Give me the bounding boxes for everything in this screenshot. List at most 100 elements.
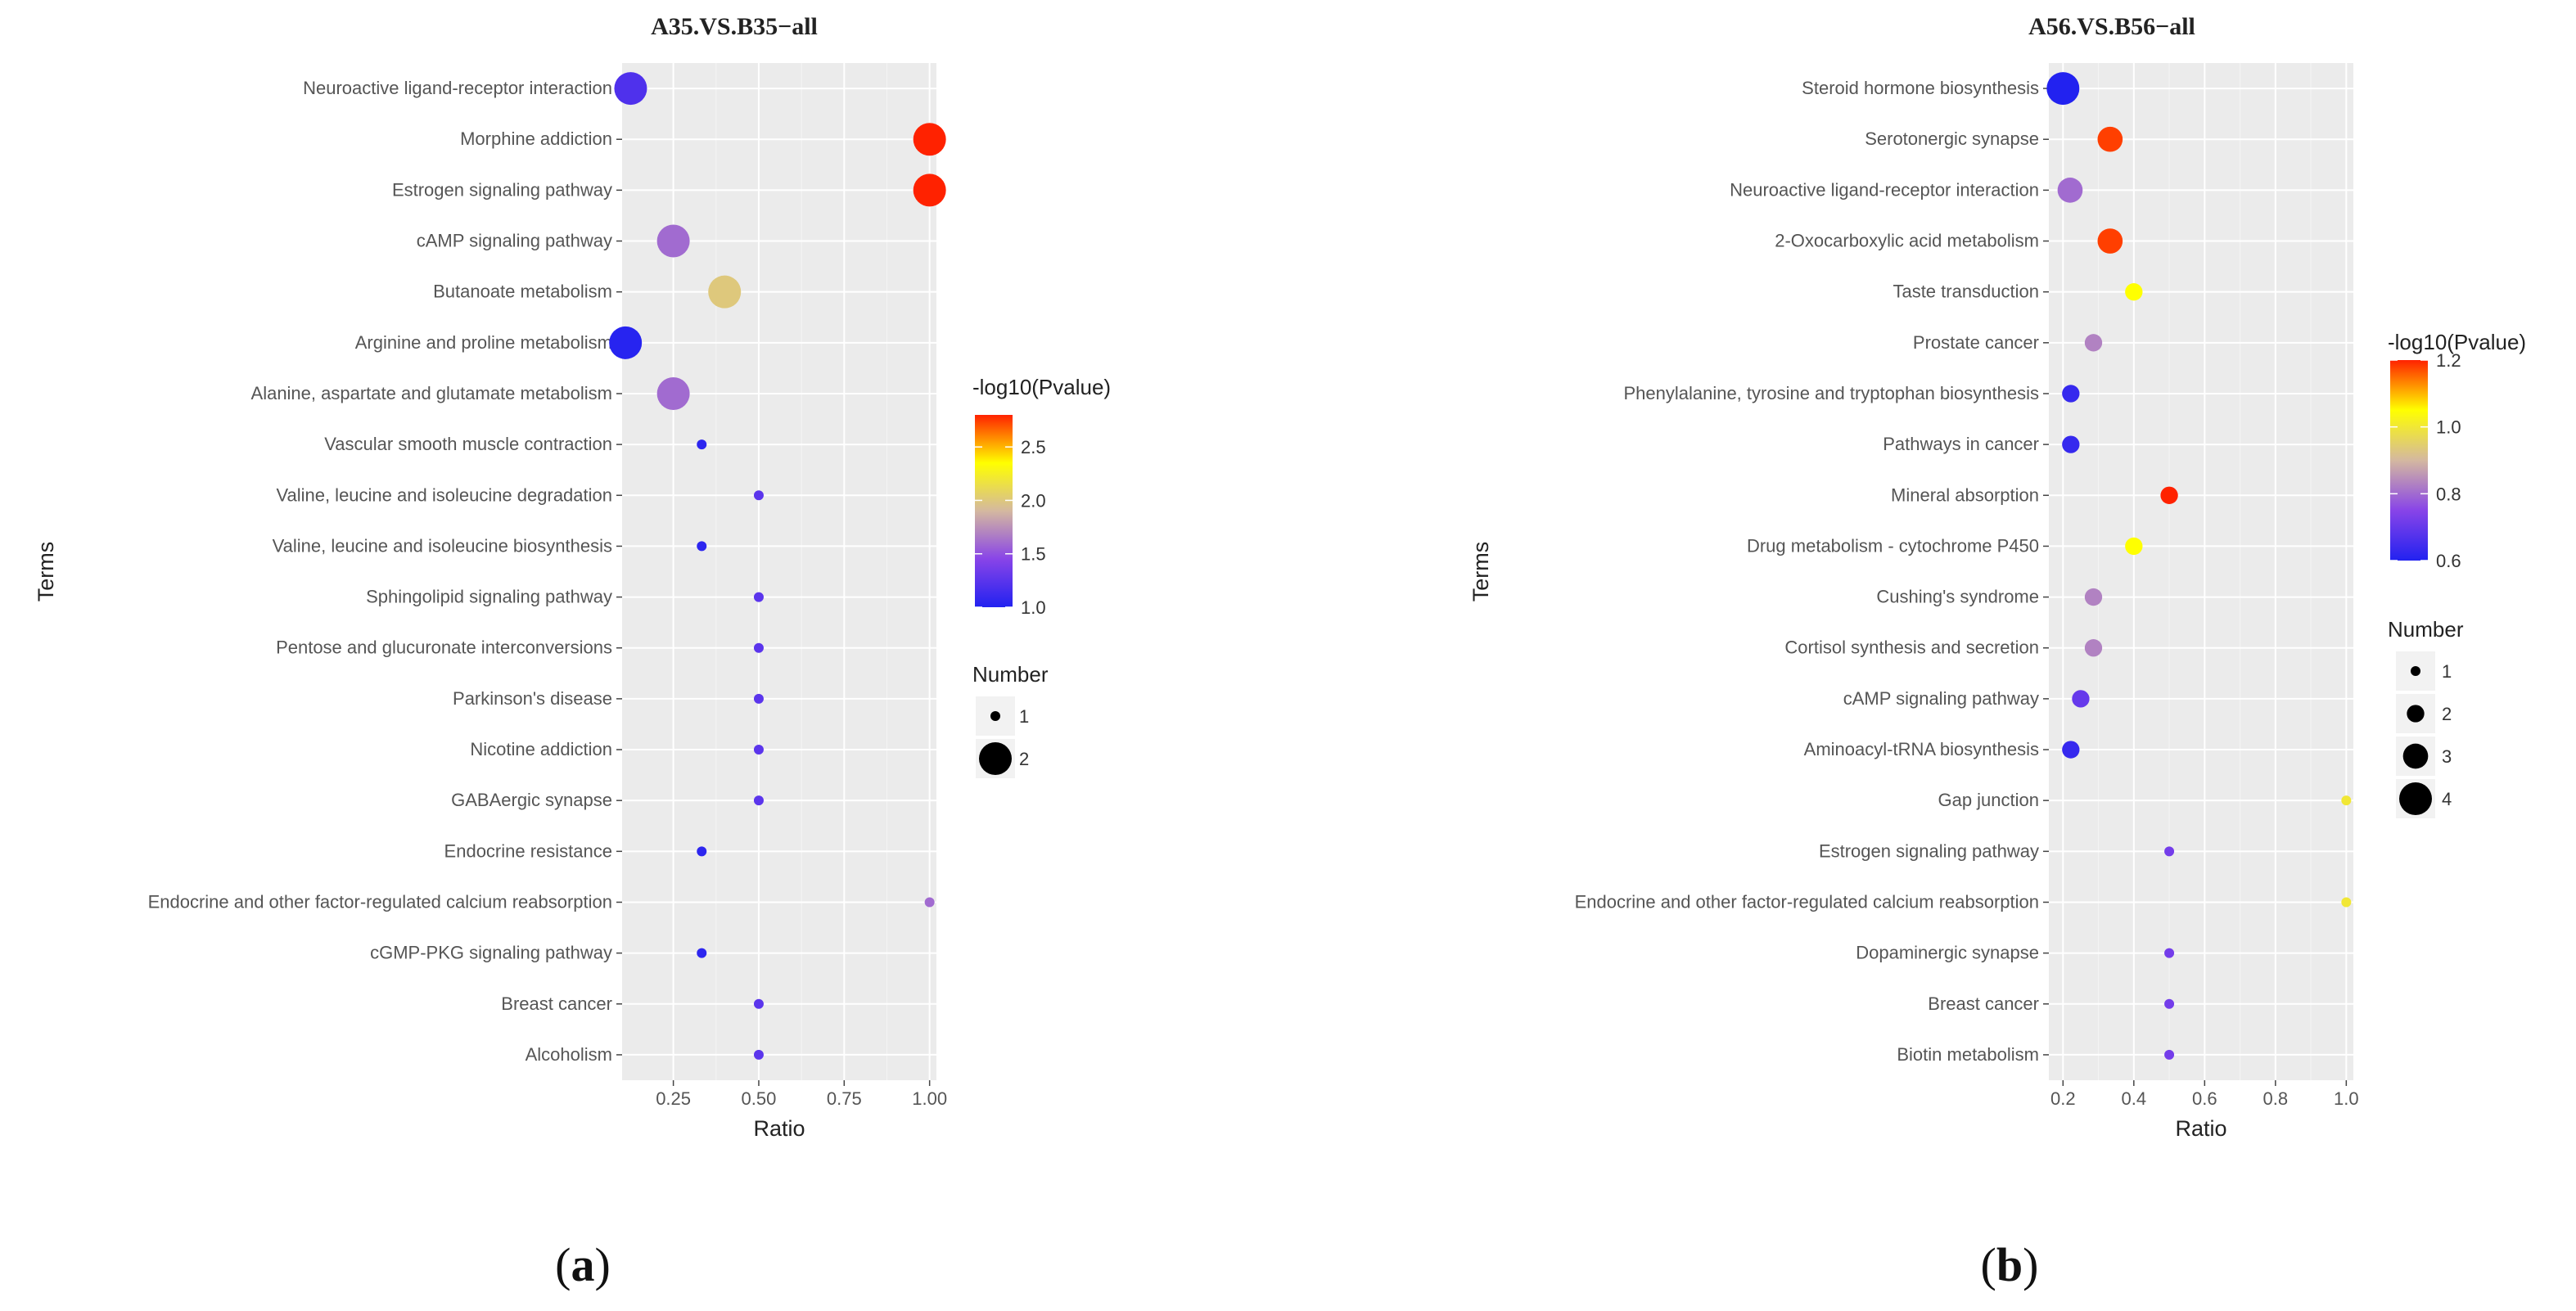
panel-b: A56.VS.B56−all 0.2 0.4 0.6 0.8 1.0 Steroid hor… <box>1468 13 2526 1291</box>
colorbar-tick-label: 2.5 <box>1021 437 1046 457</box>
data-point <box>2084 588 2103 606</box>
term-label: cAMP signaling pathway <box>417 231 612 251</box>
panel-label-open: ( <box>555 1238 571 1291</box>
x-tick-label: 0.25 <box>656 1088 691 1109</box>
data-point <box>697 439 707 450</box>
data-point <box>2164 1049 2175 1060</box>
panel-label: (b) <box>1981 1238 2039 1291</box>
term-label: Breast cancer <box>501 993 612 1014</box>
term-label: Estrogen signaling pathway <box>1819 840 2039 861</box>
size-legend-symbol <box>2399 782 2432 815</box>
size-legend-label: 4 <box>2442 789 2452 809</box>
term-label: Prostate cancer <box>1913 332 2039 353</box>
size-legend-title: Number <box>2388 617 2464 642</box>
data-point <box>753 693 764 704</box>
data-point <box>2341 897 2352 908</box>
data-point <box>2164 846 2175 857</box>
data-point <box>697 846 707 857</box>
term-label: Arginine and proline metabolism <box>355 332 612 353</box>
size-legend-symbol <box>2402 743 2429 769</box>
term-label: Sphingolipid signaling pathway <box>366 587 612 607</box>
data-point <box>2164 998 2175 1009</box>
data-point <box>708 275 742 309</box>
term-label: Morphine addiction <box>460 128 612 149</box>
x-tick-label: 0.4 <box>2122 1088 2147 1109</box>
data-point <box>753 490 764 501</box>
term-label: Drug metabolism - cytochrome P450 <box>1747 535 2039 556</box>
data-point <box>753 1049 764 1060</box>
x-tick-label: 0.75 <box>827 1088 862 1109</box>
x-tick-label: 1.00 <box>912 1088 947 1109</box>
data-point <box>753 998 764 1009</box>
colorbar-tick-label: 1.5 <box>1021 544 1046 565</box>
data-point <box>913 173 946 207</box>
data-point <box>697 948 707 958</box>
data-point <box>2160 486 2178 504</box>
data-point <box>656 376 690 410</box>
term-label: 2-Oxocarboxylic acid metabolism <box>1775 231 2039 251</box>
panel-label-close: ) <box>595 1238 611 1291</box>
chart-title: A56.VS.B56−all <box>2028 13 2195 40</box>
term-label: Pathways in cancer <box>1883 434 2039 454</box>
x-tick-label: 0.6 <box>2192 1088 2217 1109</box>
data-point <box>753 745 764 755</box>
size-legend-title: Number <box>972 662 1049 687</box>
size-legend-label: 1 <box>2442 661 2452 682</box>
term-label: Valine, leucine and isoleucine degradati… <box>276 484 612 505</box>
data-point <box>753 642 764 653</box>
data-point <box>2062 385 2080 403</box>
data-point <box>2341 795 2352 806</box>
term-label: Phenylalanine, tyrosine and tryptophan b… <box>1623 383 2039 403</box>
term-label: Gap junction <box>1938 790 2039 810</box>
data-point <box>924 897 935 908</box>
x-axis-title: Ratio <box>753 1116 805 1141</box>
data-point <box>913 123 946 156</box>
term-label: Serotonergic synapse <box>1865 128 2039 149</box>
panel-label-letter: a <box>571 1238 595 1291</box>
term-label: Cushing's syndrome <box>1876 587 2039 607</box>
term-label: Valine, leucine and isoleucine biosynthe… <box>273 535 612 556</box>
size-legend-symbol <box>979 742 1012 775</box>
data-point <box>2084 639 2103 657</box>
term-label: Alanine, aspartate and glutamate metabol… <box>251 383 612 403</box>
data-point <box>2057 178 2083 203</box>
data-point <box>753 592 764 602</box>
size-legend-label: 2 <box>1019 749 1029 769</box>
panel-label-letter: b <box>1996 1238 2023 1291</box>
colorbar-title: -log10(Pvalue) <box>972 375 1111 399</box>
term-label: Breast cancer <box>1928 993 2039 1014</box>
x-tick-label: 0.2 <box>2050 1088 2076 1109</box>
data-point <box>656 224 690 258</box>
term-label: Nicotine addiction <box>470 739 612 759</box>
data-point <box>753 795 764 806</box>
term-label: Taste transduction <box>1893 282 2039 302</box>
term-label: Endocrine and other factor-regulated cal… <box>1575 891 2039 912</box>
data-point <box>2062 435 2080 453</box>
term-label: Estrogen signaling pathway <box>392 179 612 200</box>
term-label: Parkinson's disease <box>453 688 612 709</box>
term-label: Biotin metabolism <box>1897 1044 2039 1065</box>
data-point <box>2164 948 2175 958</box>
y-axis-title: Terms <box>1468 542 1493 602</box>
x-tick-label: 0.8 <box>2263 1088 2289 1109</box>
size-legend-symbol <box>2407 705 2425 723</box>
data-point <box>2072 690 2090 708</box>
x-tick-label: 1.0 <box>2334 1088 2359 1109</box>
x-tick-label: 0.50 <box>742 1088 777 1109</box>
size-legend-label: 3 <box>2442 746 2452 767</box>
colorbar-tick-label: 0.8 <box>2436 484 2461 504</box>
colorbar <box>975 415 1013 607</box>
term-label: Cortisol synthesis and secretion <box>1784 637 2039 658</box>
plot-background <box>2049 63 2353 1080</box>
colorbar-title: -log10(Pvalue) <box>2388 330 2526 354</box>
term-label: cAMP signaling pathway <box>1843 688 2039 709</box>
colorbar-tick-label: 2.0 <box>1021 490 1046 511</box>
panel-label: (a) <box>555 1238 611 1291</box>
data-point <box>614 72 647 106</box>
term-label: Dopaminergic synapse <box>1856 943 2039 963</box>
term-label: Neuroactive ligand-receptor interaction <box>303 78 612 98</box>
term-label: Alcoholism <box>526 1044 612 1065</box>
plot-background <box>622 63 936 1080</box>
colorbar-tick-label: 1.0 <box>2436 417 2461 438</box>
